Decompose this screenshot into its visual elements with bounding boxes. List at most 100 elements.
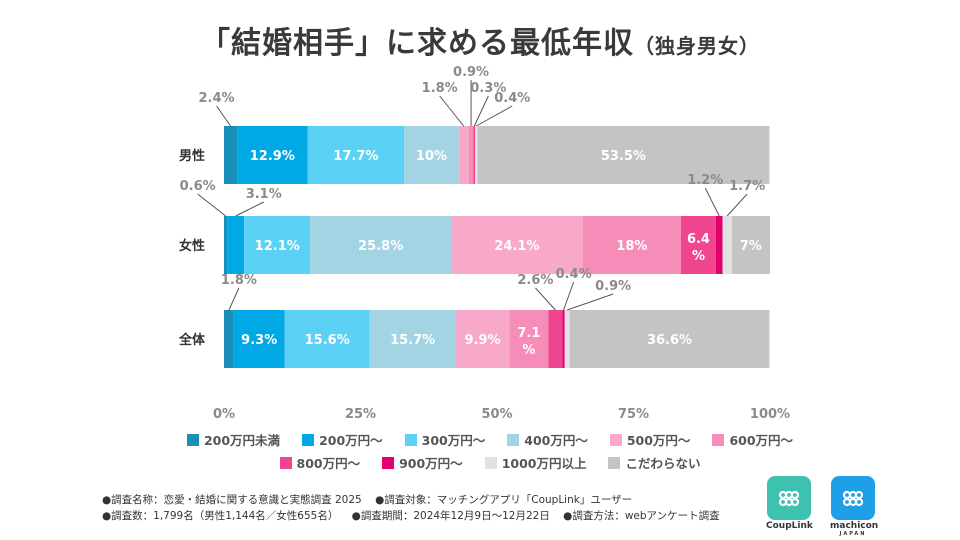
title-sub: （独身男女） xyxy=(634,34,760,58)
bar-segment xyxy=(310,216,452,274)
legend-item: 200万円～ xyxy=(302,430,383,449)
bar-segment xyxy=(224,216,228,274)
legend-label: 600万円～ xyxy=(729,433,794,448)
data-label: 0.4% xyxy=(556,267,592,282)
legend-label: こだわらない xyxy=(625,456,701,471)
bar-segment xyxy=(564,310,570,368)
legend-item: 600万円～ xyxy=(712,430,793,449)
bar-segment xyxy=(244,216,311,274)
data-label: 12.9% xyxy=(250,149,295,164)
legend-swatch xyxy=(712,433,725,446)
bar-segment xyxy=(509,310,549,368)
callout-line xyxy=(473,95,489,127)
bar-segment xyxy=(562,310,565,368)
bar-segment xyxy=(369,310,456,368)
legend-item: 900万円～ xyxy=(382,453,463,472)
callout-line xyxy=(476,105,513,127)
legend-label: 200万円～ xyxy=(319,433,383,448)
callout-line xyxy=(228,287,240,311)
bar-segment xyxy=(284,310,370,368)
row-label: 女性 xyxy=(179,238,205,254)
data-label: 24.1% xyxy=(494,239,539,254)
bar-segment xyxy=(468,126,474,184)
bar-segment xyxy=(455,310,510,368)
legend-item: 1000万円以上 xyxy=(484,453,587,472)
callout-line xyxy=(197,193,226,217)
machicon-icon xyxy=(842,490,864,507)
data-label: 0.9% xyxy=(595,279,631,294)
x-tick-label: 0% xyxy=(213,407,235,422)
data-label: 1.8% xyxy=(221,273,257,288)
bar-segment xyxy=(477,126,770,184)
legend-label: 1000万円以上 xyxy=(501,456,587,471)
row-label: 全体 xyxy=(178,332,206,348)
legend-label: 900万円～ xyxy=(399,456,463,471)
stacked-bar-chart: 0% 25% 50% 75% 100%男性2.4%12.9% 17.7% 10%1.8%0.… xyxy=(178,65,790,422)
legend-swatch xyxy=(507,433,520,446)
data-label: 12.1% xyxy=(255,239,300,254)
legend-swatch xyxy=(609,433,622,446)
data-label: 0.4% xyxy=(494,91,530,106)
x-tick-label: 25% xyxy=(345,407,376,422)
legend-swatch xyxy=(382,456,395,469)
legend-swatch xyxy=(404,433,417,446)
legend-label: 800万円～ xyxy=(296,456,361,471)
data-label: 9.9% xyxy=(464,333,500,348)
legend-item: こだわらない xyxy=(608,453,701,472)
data-label-unit: % xyxy=(692,249,705,264)
x-tick-label: 100% xyxy=(750,407,790,422)
data-label: 2.4% xyxy=(199,91,235,106)
bar-segment xyxy=(227,216,245,274)
data-label: 7% xyxy=(740,239,762,254)
data-label: 18% xyxy=(616,239,647,254)
bar-segment xyxy=(307,126,405,184)
title-main: 「結婚相手」に求める最低年収 xyxy=(200,26,634,61)
chart-title: 「結婚相手」に求める最低年収（独身男女） xyxy=(0,18,960,62)
legend-label: 200万円未満 xyxy=(203,433,281,448)
legend-swatch xyxy=(186,433,199,446)
data-label: 1.8% xyxy=(422,81,458,96)
bar-segment xyxy=(473,126,476,184)
legend-swatch xyxy=(302,433,315,446)
callout-line xyxy=(704,187,720,217)
legend-item: 400万円～ xyxy=(507,430,588,449)
callout-line xyxy=(563,281,575,311)
x-tick-label: 75% xyxy=(618,407,649,422)
legend-label: 300万円～ xyxy=(421,433,486,448)
bar-segment xyxy=(404,126,459,184)
data-label: 9.3% xyxy=(241,333,277,348)
x-tick-label: 50% xyxy=(481,407,512,422)
bar-segment xyxy=(451,216,583,274)
data-label: 6.4 xyxy=(687,232,710,247)
legend-item: 300万円～ xyxy=(404,430,486,449)
legend-item: 800万円～ xyxy=(279,453,361,472)
data-label-unit: % xyxy=(522,343,535,358)
legend-item: 500万円～ xyxy=(609,430,690,449)
machicon-logo-subtext: JAPAN xyxy=(839,531,867,537)
couplink-icon xyxy=(778,490,800,507)
note-survey-name: ●調査名称：恋愛・結婚に関する意識と実態調査 2025 xyxy=(102,494,362,506)
callout-line xyxy=(235,201,264,217)
data-label: 15.6% xyxy=(305,333,350,348)
legend: 200万円未満 200万円～ 300万円～ 400万円～ 500万円～ 600万円～ 800… xyxy=(180,430,800,472)
note-target: ●調査対象：マッチングアプリ「CoupLink」ユーザー xyxy=(375,494,633,506)
bar-segment xyxy=(569,310,770,368)
data-label: 7.1 xyxy=(517,326,540,341)
machicon-logo-text: machicon xyxy=(830,521,879,531)
data-label: 53.5% xyxy=(601,149,646,164)
data-label: 0.3% xyxy=(470,81,506,96)
callout-line xyxy=(216,105,231,127)
legend-label: 400万円～ xyxy=(524,433,588,448)
bar-segment xyxy=(715,216,723,274)
survey-notes: ●調査名称：恋愛・結婚に関する意識と実態調査 2025 ●調査対象：マッチングア… xyxy=(102,492,730,524)
machicon-logo-mark xyxy=(831,476,875,520)
bar-segment xyxy=(722,216,732,274)
bar-segment xyxy=(237,126,308,184)
bar-segment xyxy=(224,126,238,184)
bar-segment xyxy=(475,126,478,184)
callout-line xyxy=(535,287,556,311)
callout-line xyxy=(439,95,465,127)
bar-segment xyxy=(681,216,716,274)
bar-segment xyxy=(548,310,563,368)
legend-item: 200万円未満 xyxy=(186,430,281,449)
